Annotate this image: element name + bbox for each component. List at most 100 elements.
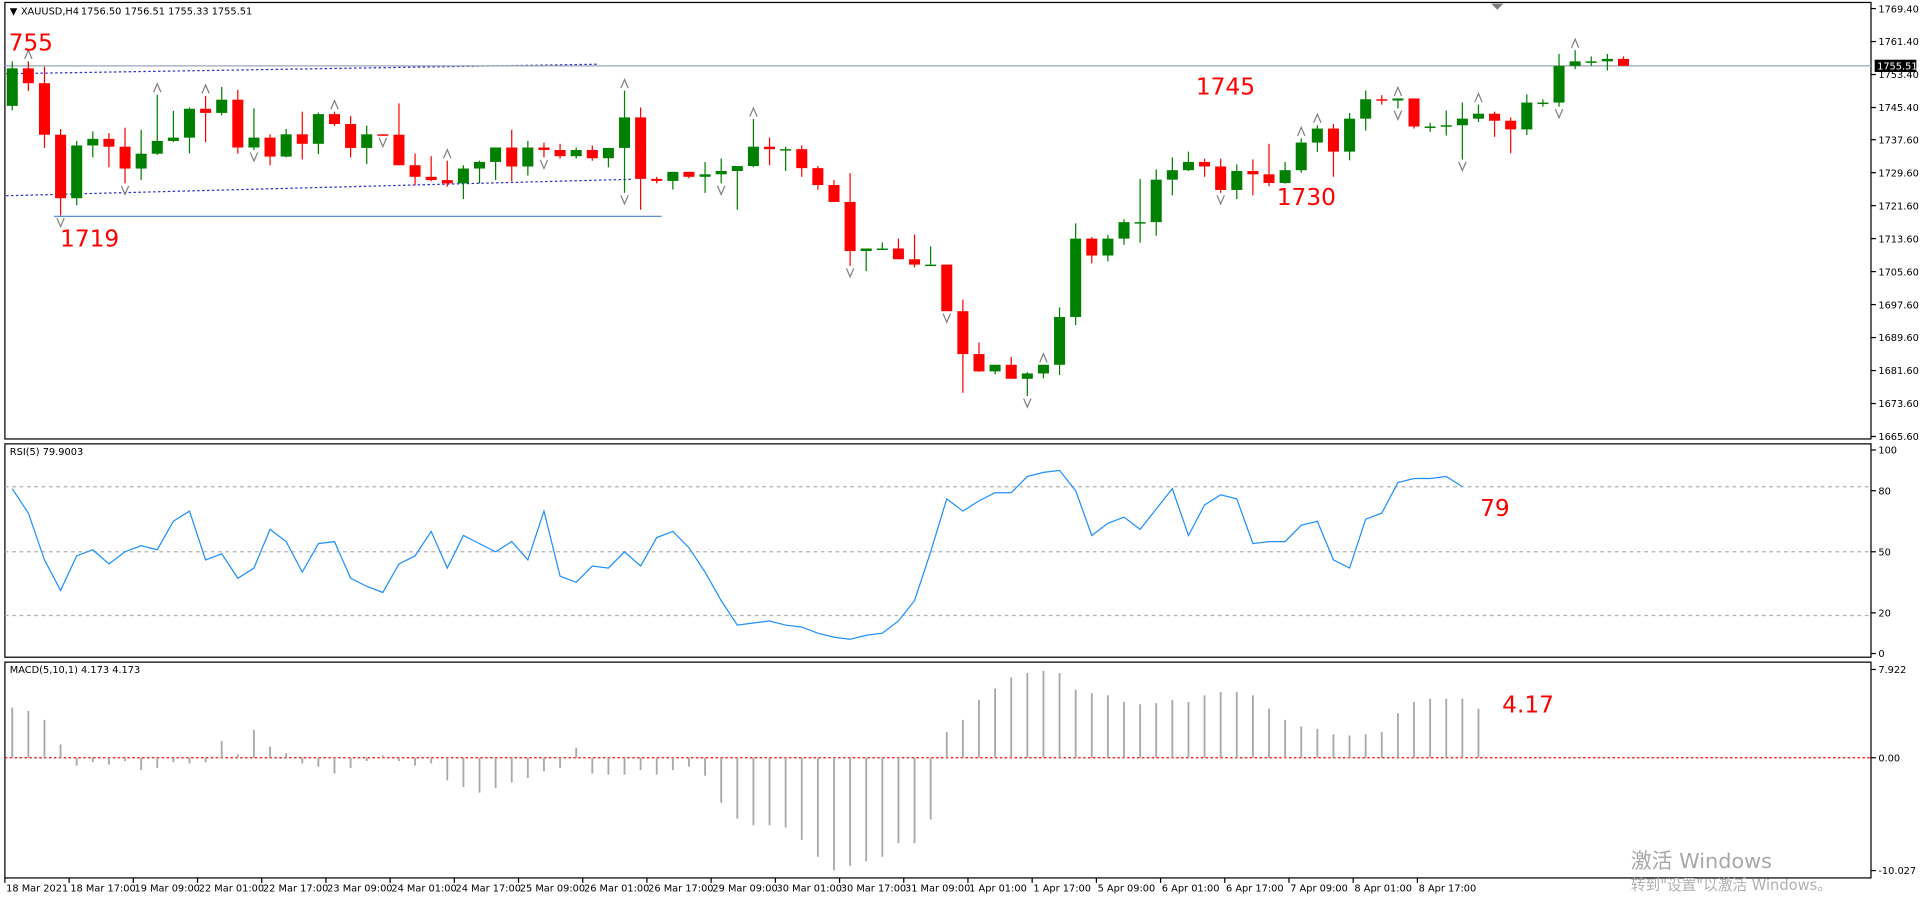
candle[interactable] (909, 234, 921, 268)
candle[interactable] (1279, 161, 1291, 184)
candle[interactable] (1585, 56, 1597, 66)
candle[interactable] (619, 90, 631, 193)
chart-shift-marker[interactable] (1491, 3, 1504, 10)
candle[interactable] (683, 171, 695, 179)
rsi-line[interactable] (11, 469, 1463, 640)
candle[interactable] (941, 264, 953, 312)
candle[interactable] (554, 143, 566, 159)
candle[interactable] (1424, 122, 1436, 132)
candle[interactable] (1376, 95, 1388, 105)
candle[interactable] (538, 142, 550, 158)
candle[interactable] (216, 86, 228, 116)
candle[interactable] (473, 160, 486, 184)
candle[interactable] (1601, 53, 1613, 71)
candle[interactable] (1327, 124, 1339, 177)
candle[interactable] (183, 107, 196, 154)
candle[interactable] (1005, 356, 1017, 379)
candle[interactable] (828, 180, 840, 202)
candle[interactable] (441, 160, 453, 187)
candle[interactable] (973, 342, 985, 372)
candle[interactable] (377, 134, 389, 136)
candle[interactable] (1311, 125, 1323, 153)
candle[interactable] (409, 153, 421, 186)
candle[interactable] (1166, 157, 1178, 196)
candle[interactable] (844, 173, 856, 266)
candle[interactable] (957, 299, 969, 393)
candle[interactable] (1102, 234, 1114, 262)
candle[interactable] (1247, 159, 1259, 196)
candle[interactable] (280, 128, 292, 158)
symbol-arrow-icon[interactable]: ▼ (10, 7, 18, 18)
candle[interactable] (22, 61, 34, 92)
candle[interactable] (1263, 143, 1275, 187)
candle[interactable] (457, 165, 469, 200)
candle[interactable] (135, 129, 147, 181)
candle[interactable] (876, 242, 888, 250)
candle[interactable] (151, 94, 163, 155)
candle[interactable] (1134, 178, 1146, 243)
candle[interactable] (651, 176, 663, 184)
candle[interactable] (1231, 164, 1243, 200)
candle[interactable] (87, 131, 99, 158)
rsi-pane[interactable] (4, 443, 1872, 658)
candle[interactable] (55, 128, 67, 216)
candle[interactable] (635, 107, 647, 210)
candle[interactable] (1037, 364, 1049, 379)
candle[interactable] (764, 137, 776, 166)
candle[interactable] (925, 246, 937, 267)
candle[interactable] (522, 140, 534, 176)
candle[interactable] (1360, 90, 1372, 131)
candle[interactable] (232, 89, 244, 154)
candle[interactable] (1054, 307, 1066, 376)
candle[interactable] (1617, 56, 1629, 66)
candle[interactable] (1344, 112, 1356, 161)
candle[interactable] (1456, 102, 1468, 160)
channel-upper-line[interactable] (6, 63, 598, 75)
candle[interactable] (586, 145, 598, 161)
candle[interactable] (345, 116, 357, 158)
candle[interactable] (780, 146, 792, 172)
price-pane[interactable] (4, 1, 1872, 440)
candle[interactable] (1569, 50, 1581, 70)
candle[interactable] (570, 147, 582, 159)
candle[interactable] (1150, 169, 1162, 236)
candle[interactable] (1070, 223, 1082, 326)
candle[interactable] (1215, 158, 1227, 193)
candle[interactable] (989, 364, 1001, 375)
candle[interactable] (1489, 111, 1501, 137)
candle[interactable] (1199, 158, 1211, 177)
candle[interactable] (699, 161, 711, 193)
candle[interactable] (490, 147, 502, 181)
candle[interactable] (1440, 110, 1452, 136)
candle[interactable] (38, 66, 50, 148)
candle[interactable] (1521, 94, 1533, 136)
candle[interactable] (1392, 98, 1404, 109)
candle[interactable] (731, 166, 743, 210)
candle[interactable] (1408, 98, 1420, 129)
candle[interactable] (328, 111, 341, 127)
candle[interactable] (425, 156, 437, 182)
candle[interactable] (796, 145, 808, 177)
candle[interactable] (264, 134, 276, 166)
channel-lower-line[interactable] (6, 178, 633, 197)
candle[interactable] (296, 111, 308, 160)
candle[interactable] (71, 140, 83, 206)
candle[interactable] (892, 238, 904, 260)
candle[interactable] (667, 171, 679, 190)
candle[interactable] (393, 103, 405, 166)
candle[interactable] (119, 127, 131, 184)
candle[interactable] (167, 110, 179, 143)
candle[interactable] (1295, 138, 1307, 173)
candle[interactable] (200, 95, 212, 143)
candle[interactable] (1505, 117, 1517, 154)
candle[interactable] (812, 166, 824, 190)
candle[interactable] (248, 108, 260, 150)
candle[interactable] (1553, 53, 1565, 107)
candle[interactable] (506, 129, 518, 182)
candle[interactable] (1086, 236, 1098, 264)
candle[interactable] (361, 125, 373, 165)
candle[interactable] (1537, 99, 1549, 107)
candle[interactable] (1472, 104, 1484, 122)
macd-pane[interactable] (4, 661, 1872, 879)
candle[interactable] (103, 133, 115, 168)
